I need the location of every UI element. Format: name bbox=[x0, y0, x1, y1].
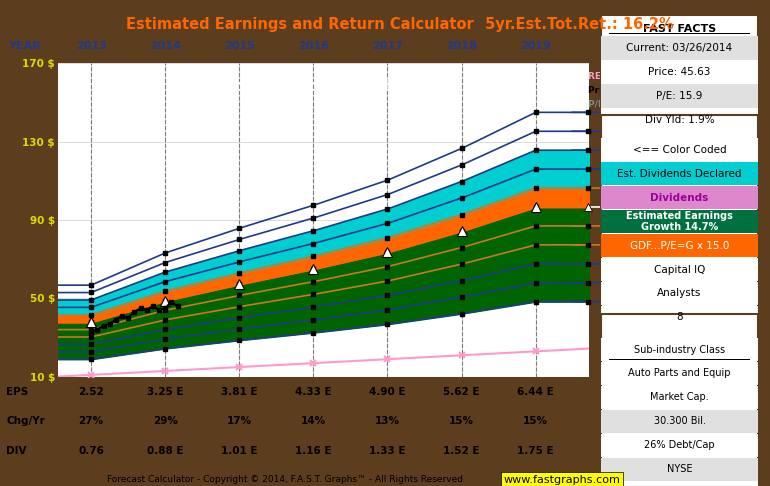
Text: NYSE: NYSE bbox=[667, 464, 692, 474]
Bar bbox=[601, 115, 758, 329]
Text: 6.44 E: 6.44 E bbox=[517, 387, 554, 397]
Text: 1.52 E: 1.52 E bbox=[444, 446, 480, 455]
Text: <== Color Coded: <== Color Coded bbox=[633, 145, 726, 155]
Text: 4.90 E: 4.90 E bbox=[370, 387, 406, 397]
Text: 29%: 29% bbox=[152, 417, 178, 426]
Text: 17%: 17% bbox=[226, 417, 252, 426]
Bar bbox=[609, 33, 750, 34]
Text: 3.81 E: 3.81 E bbox=[221, 387, 257, 397]
Text: 18.0: 18.0 bbox=[614, 165, 635, 174]
Text: Estimated Earnings
Growth 14.7%: Estimated Earnings Growth 14.7% bbox=[626, 211, 733, 232]
Bar bbox=[601, 457, 758, 481]
Text: REIT MLP: REIT MLP bbox=[588, 72, 634, 81]
Text: YEAR: YEAR bbox=[8, 41, 41, 51]
Text: 30.300 Bil.: 30.300 Bil. bbox=[654, 417, 705, 426]
Text: Capital IQ: Capital IQ bbox=[654, 264, 705, 275]
Text: P/E RATIO: P/E RATIO bbox=[588, 100, 638, 109]
Text: Analysts: Analysts bbox=[658, 289, 701, 298]
Text: 16.5: 16.5 bbox=[614, 184, 635, 192]
Text: 5.62 E: 5.62 E bbox=[444, 387, 480, 397]
Text: △ x= 15.0: △ x= 15.0 bbox=[614, 203, 662, 211]
Text: Market Cap.: Market Cap. bbox=[650, 392, 709, 402]
Bar bbox=[601, 314, 758, 486]
Bar bbox=[601, 338, 758, 361]
Text: 0.76: 0.76 bbox=[79, 446, 104, 455]
Bar bbox=[601, 434, 758, 457]
Text: 10.5: 10.5 bbox=[614, 259, 635, 268]
Text: 13.5: 13.5 bbox=[614, 222, 635, 230]
Text: 5yr.Est.Tot.Ret.: 16.2%: 5yr.Est.Tot.Ret.: 16.2% bbox=[485, 17, 674, 32]
Bar bbox=[601, 386, 758, 409]
Text: 1.75 E: 1.75 E bbox=[517, 446, 554, 455]
Text: EPS: EPS bbox=[6, 387, 28, 397]
Text: 8: 8 bbox=[676, 312, 683, 322]
Text: 14%: 14% bbox=[301, 417, 326, 426]
Text: 2014: 2014 bbox=[149, 41, 181, 51]
Bar bbox=[601, 234, 758, 258]
Text: 15%: 15% bbox=[449, 417, 474, 426]
Text: 2019: 2019 bbox=[521, 41, 551, 51]
Bar bbox=[601, 186, 758, 209]
Bar bbox=[601, 410, 758, 433]
Bar bbox=[601, 15, 758, 129]
Bar bbox=[601, 362, 758, 385]
Text: Price Clos.: Price Clos. bbox=[588, 86, 641, 95]
Text: 1.16 E: 1.16 E bbox=[295, 446, 332, 455]
Text: GDF...P/E=G x 15.0: GDF...P/E=G x 15.0 bbox=[630, 241, 729, 251]
Text: 9.0: 9.0 bbox=[614, 278, 629, 287]
Text: 4.33 E: 4.33 E bbox=[295, 387, 332, 397]
Text: Estimated Earnings and Return Calculator: Estimated Earnings and Return Calculator bbox=[126, 17, 474, 32]
Bar bbox=[601, 84, 758, 108]
Text: www.fastgraphs.com: www.fastgraphs.com bbox=[504, 475, 621, 485]
Text: 26% Debt/Cap: 26% Debt/Cap bbox=[644, 440, 715, 451]
Text: Chg/Yr: Chg/Yr bbox=[6, 417, 45, 426]
Text: Johnson Controls Inc.(NYSE:JCI): Johnson Controls Inc.(NYSE:JCI) bbox=[189, 79, 458, 94]
Text: 2018: 2018 bbox=[446, 41, 477, 51]
Text: Sub-industry Class: Sub-industry Class bbox=[634, 345, 725, 354]
Text: 21.0: 21.0 bbox=[614, 127, 635, 136]
Text: Forecast Calculator - Copyright © 2014, F.A.S.T. Graphs™ - All Rights Reserved: Forecast Calculator - Copyright © 2014, … bbox=[107, 474, 463, 484]
Text: 22.5: 22.5 bbox=[614, 108, 635, 117]
Text: 3.25 E: 3.25 E bbox=[147, 387, 183, 397]
Text: 19.5: 19.5 bbox=[614, 146, 636, 155]
Text: 13%: 13% bbox=[375, 417, 400, 426]
Text: Data Courtesy of Standard & Poor's: Data Courtesy of Standard & Poor's bbox=[251, 468, 411, 477]
Text: 12.0: 12.0 bbox=[614, 241, 635, 249]
Bar bbox=[601, 36, 758, 60]
Text: 2.52: 2.52 bbox=[79, 387, 104, 397]
Bar bbox=[601, 108, 758, 132]
Bar bbox=[601, 138, 758, 161]
Bar bbox=[601, 482, 758, 486]
Text: DIV: DIV bbox=[6, 446, 27, 455]
Text: 2017: 2017 bbox=[372, 41, 403, 51]
Text: Current: 03/26/2014: Current: 03/26/2014 bbox=[627, 43, 732, 53]
Text: P/E: 15.9: P/E: 15.9 bbox=[656, 91, 703, 101]
Text: Est. Dividends Declared: Est. Dividends Declared bbox=[618, 169, 742, 179]
Bar bbox=[601, 210, 758, 233]
Bar bbox=[601, 282, 758, 305]
Text: 2016: 2016 bbox=[298, 41, 329, 51]
Text: Price: 45.63: Price: 45.63 bbox=[648, 67, 711, 77]
Text: Dividends: Dividends bbox=[651, 192, 708, 203]
Text: 2013: 2013 bbox=[75, 41, 106, 51]
Text: 2015: 2015 bbox=[224, 41, 255, 51]
Text: 27%: 27% bbox=[79, 417, 104, 426]
Bar bbox=[601, 306, 758, 329]
Bar bbox=[601, 258, 758, 281]
Text: FAST FACTS: FAST FACTS bbox=[643, 24, 716, 34]
Text: Div Yld: 1.9%: Div Yld: 1.9% bbox=[644, 115, 715, 125]
Bar bbox=[601, 162, 758, 186]
Text: 1.33 E: 1.33 E bbox=[370, 446, 406, 455]
Text: 1.01 E: 1.01 E bbox=[221, 446, 257, 455]
Text: Auto Parts and Equip: Auto Parts and Equip bbox=[628, 368, 731, 379]
Bar bbox=[609, 359, 750, 360]
Text: 15%: 15% bbox=[523, 417, 548, 426]
Bar bbox=[601, 60, 758, 84]
Text: 0.88 E: 0.88 E bbox=[147, 446, 183, 455]
Text: 7.5: 7.5 bbox=[614, 297, 630, 306]
